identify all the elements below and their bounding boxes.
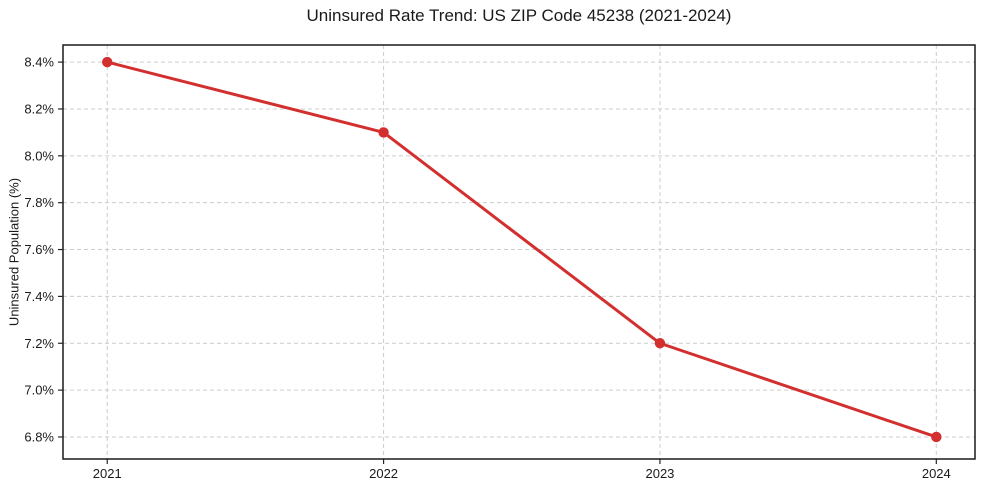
y-tick-label: 8.4% <box>24 55 54 70</box>
data-point <box>654 338 666 349</box>
x-tick-label: 2023 <box>645 466 674 481</box>
data-point <box>378 127 389 138</box>
y-tick-label: 8.0% <box>24 148 54 163</box>
x-tick-label: 2024 <box>922 466 951 481</box>
y-tick-label: 7.8% <box>24 195 54 210</box>
trend-line <box>105 60 938 439</box>
data-point <box>102 56 113 68</box>
y-tick-label: 7.4% <box>24 289 54 304</box>
x-tick-label: 2021 <box>93 466 122 481</box>
y-tick-label: 8.2% <box>24 101 54 116</box>
plot-frame <box>62 44 976 460</box>
data-point <box>931 431 942 443</box>
y-tick-label: 6.8% <box>24 429 54 444</box>
y-tick-label: 7.0% <box>24 383 54 398</box>
x-tick-label: 2022 <box>369 466 398 481</box>
y-tick-label: 7.2% <box>24 336 54 351</box>
y-tick-label: 7.6% <box>24 242 54 257</box>
chart-title: Uninsured Rate Trend: US ZIP Code 45238 … <box>306 6 732 25</box>
